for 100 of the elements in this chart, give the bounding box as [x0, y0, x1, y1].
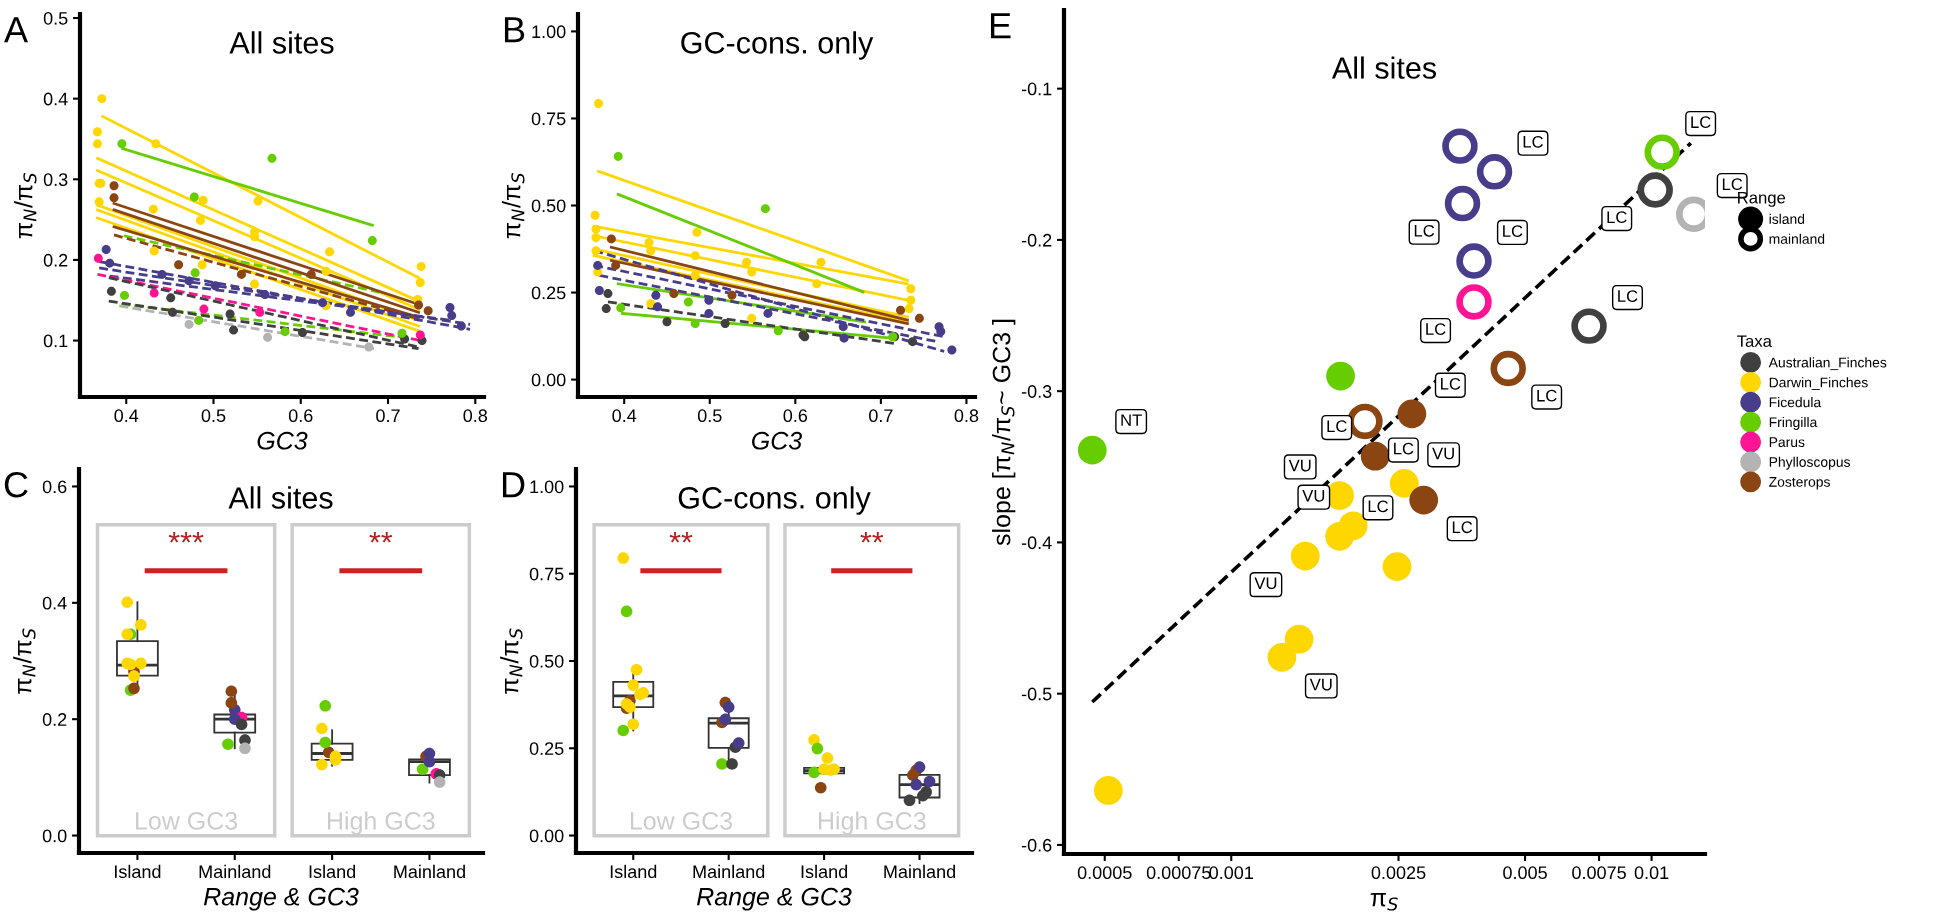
data-label: VU — [1302, 490, 1325, 502]
annotation: ** — [860, 531, 884, 543]
y-tick-label: 0.1 — [43, 334, 68, 348]
annotation: ** — [369, 531, 393, 543]
x-tick-label: Mainland — [884, 864, 955, 879]
x-tick-label: 0.4 — [612, 409, 637, 423]
y-tick-label: 0.2 — [42, 713, 67, 726]
data-label: LC — [1441, 377, 1461, 390]
legend-label: Darwin_Finches — [1769, 377, 1868, 390]
x-tick-label: 0.0005 — [1077, 866, 1132, 880]
y-tick-label: 0.00 — [529, 829, 564, 843]
x-tick-label: 0.6 — [783, 409, 808, 423]
y-tick-label: 0.75 — [529, 567, 564, 581]
x-tick-label: Mainland — [199, 864, 271, 879]
x-tick-label: 0.4 — [114, 409, 139, 423]
data-label: LC — [1523, 135, 1543, 148]
x-tick-label: 0.001 — [1209, 866, 1253, 880]
data-label: LC — [1452, 521, 1473, 534]
data-label: LC — [1618, 290, 1638, 302]
y-tick-label: 0.0 — [42, 829, 67, 843]
data-label: LC — [1503, 225, 1523, 237]
text: GC-cons. only — [678, 486, 871, 515]
legend-label: Parus — [1769, 437, 1805, 448]
x-tick-label: Mainland — [693, 864, 765, 879]
y-tick-label: 0.50 — [531, 199, 566, 213]
text: B — [504, 17, 525, 43]
data-label: VU — [1288, 459, 1311, 472]
text: A — [4, 17, 29, 43]
x-tick-label: Mainland — [394, 864, 465, 879]
x-axis-title: Range & GC3 — [203, 887, 359, 911]
data-label: LC — [1426, 323, 1446, 335]
x-axis-title: π$_{S}$ — [1370, 893, 1398, 911]
data-label: LC — [1691, 116, 1711, 129]
text: D — [502, 472, 525, 498]
x-tick-label: Island — [309, 864, 356, 879]
y-axis-title: π$_{N}$/π$_{S}$ — [13, 628, 36, 694]
y-tick-label: -0.1 — [1021, 82, 1052, 96]
legend-label: Fringilla — [1769, 416, 1818, 430]
x-tick-label: 0.5 — [201, 409, 226, 423]
x-tick-label: 0.0075 — [1572, 866, 1626, 880]
annotation: *** — [168, 531, 204, 543]
data-label: LC — [1327, 420, 1347, 433]
data-label: VU — [1309, 678, 1332, 691]
x-tick-label: 0.6 — [288, 409, 313, 423]
x-tick-label: 0.7 — [869, 409, 893, 423]
y-tick-label: -0.3 — [1021, 385, 1052, 398]
x-tick-label: 0.8 — [954, 409, 979, 423]
annotation: ** — [669, 531, 693, 543]
x-tick-label: 0.7 — [376, 409, 400, 423]
data-label: NT — [1121, 414, 1142, 426]
data-label: LC — [1414, 224, 1435, 237]
y-axis-title: π$_{N}$/π$_{S}$ — [500, 628, 523, 694]
text: E — [990, 13, 1011, 39]
y-tick-label: -0.6 — [1021, 838, 1052, 852]
legend-label: island — [1769, 213, 1805, 224]
x-tick-label: 0.005 — [1503, 866, 1547, 880]
x-tick-label: 0.0025 — [1371, 866, 1426, 880]
data-label: LC — [1607, 211, 1627, 224]
legend-label: Zosterops — [1769, 477, 1830, 490]
y-tick-label: 0.75 — [531, 112, 566, 126]
text: Taxa — [1737, 335, 1772, 348]
x-tick-label: 0.01 — [1634, 866, 1669, 880]
legend-label: mainland — [1769, 233, 1825, 244]
y-tick-label: 1.00 — [532, 25, 566, 39]
data-label: VU — [1432, 447, 1454, 460]
text: C — [4, 471, 28, 498]
legend-label: Australian_Finches — [1768, 357, 1887, 371]
chart-title: All sites — [229, 31, 334, 54]
y-tick-label: 0.6 — [42, 480, 67, 494]
data-label: VU — [1254, 577, 1277, 590]
data-label: LC — [1537, 389, 1557, 402]
legend-label: Ficedula — [1769, 397, 1822, 408]
y-tick-label: 0.00 — [531, 373, 566, 387]
x-tick-label: 0.8 — [463, 409, 488, 423]
x-tick-label: Island — [801, 864, 848, 879]
y-tick-label: 0.25 — [531, 286, 566, 300]
x-axis-title: GC3 — [257, 431, 308, 450]
legend-label: Phylloscopus — [1769, 456, 1851, 470]
y-tick-label: 0.3 — [43, 173, 68, 187]
y-tick-label: 0.25 — [529, 742, 564, 755]
y-axis-title: π$_{N}$/π$_{S}$ — [14, 173, 37, 239]
y-tick-label: -0.5 — [1021, 687, 1052, 701]
data-label: LC — [1722, 178, 1743, 191]
x-tick-label: 0.5 — [697, 409, 722, 423]
y-tick-label: -0.4 — [1021, 536, 1052, 550]
text: GC-cons. only — [681, 31, 874, 60]
text: All sites — [1331, 56, 1437, 79]
y-axis-title: slope [π$_{N}$/π$_{S}$~ GC3 ] — [992, 319, 1016, 546]
x-tick-label: Island — [114, 864, 161, 879]
data-label: LC — [1368, 500, 1389, 513]
x-axis-title: Range & GC3 — [696, 887, 852, 911]
x-tick-label: 0.00075 — [1146, 866, 1211, 880]
x-axis-title: GC3 — [752, 431, 802, 450]
y-tick-label: 0.50 — [529, 654, 564, 668]
text: Range — [1738, 191, 1786, 207]
y-tick-label: 0.4 — [42, 596, 67, 610]
y-tick-label: 0.5 — [43, 11, 68, 25]
y-tick-label: 0.2 — [43, 253, 68, 267]
y-tick-label: 1.00 — [530, 480, 564, 494]
y-axis-title: π$_{N}$/π$_{S}$ — [502, 173, 525, 239]
